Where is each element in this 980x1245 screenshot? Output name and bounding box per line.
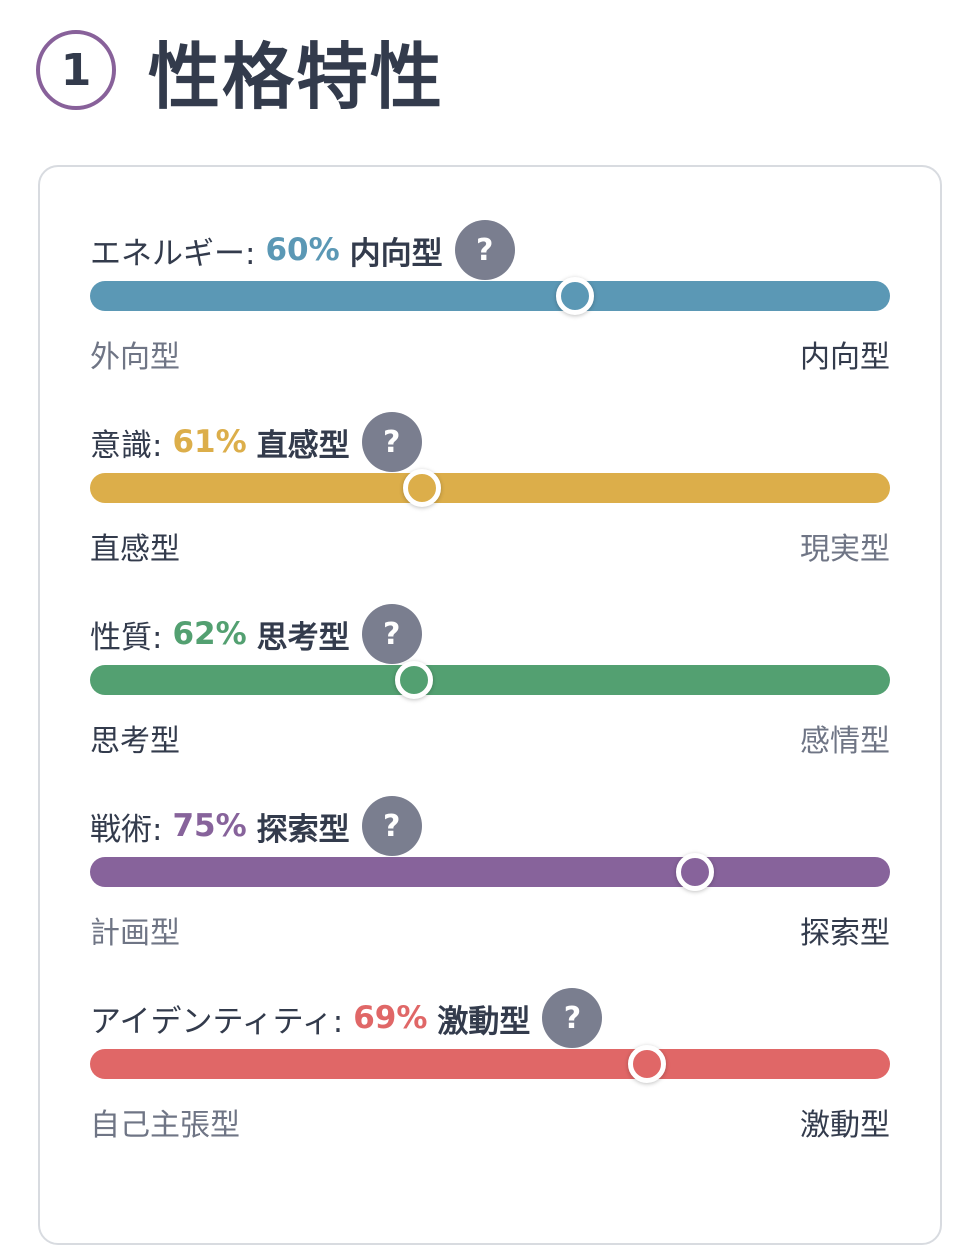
trait-slider-track[interactable] (90, 661, 890, 699)
help-icon[interactable]: ? (542, 988, 603, 1048)
trait-right-label: 内向型 (800, 340, 890, 375)
trait-header: 性質: 62% 思考型 ? (90, 604, 422, 664)
trait-percent: 62% (172, 616, 247, 652)
help-icon[interactable]: ? (361, 412, 422, 472)
trait-slider-track[interactable] (90, 469, 890, 507)
trait-slider-thumb[interactable] (395, 661, 433, 699)
section-title: 性格特性 (148, 34, 445, 119)
help-icon[interactable]: ? (361, 796, 422, 856)
trait-slider-thumb[interactable] (627, 1045, 666, 1083)
trait-right-label: 感情型 (800, 724, 890, 759)
trait-name: エネルギー: (90, 235, 256, 272)
help-icon[interactable]: ? (454, 220, 515, 280)
trait-right-label: 探索型 (800, 916, 890, 951)
help-icon[interactable]: ? (361, 604, 422, 664)
trait-slider-thumb[interactable] (403, 469, 441, 507)
trait-left-label: 外向型 (90, 340, 180, 375)
trait-slider-track[interactable] (90, 277, 890, 315)
trait-nature: 性質: 62% 思考型 ? 思考型 感情型 (90, 604, 890, 766)
trait-energy: エネルギー: 60% 内向型 ? 外向型 内向型 (90, 220, 890, 382)
trait-percent: 60% (265, 232, 340, 268)
trait-tactics: 戦術: 75% 探索型 ? 計画型 探索型 (90, 796, 890, 958)
trait-type: 思考型 (256, 619, 350, 656)
trait-type: 直感型 (256, 427, 350, 464)
trait-slider-thumb[interactable] (555, 277, 594, 315)
trait-name: 意識: (90, 427, 163, 464)
trait-left-label: 自己主張型 (90, 1108, 240, 1143)
trait-type: 内向型 (349, 235, 443, 272)
trait-right-label: 現実型 (800, 532, 890, 567)
trait-percent: 69% (353, 1000, 428, 1036)
trait-name: 性質: (90, 619, 163, 656)
trait-type: 探索型 (256, 811, 350, 848)
trait-percent: 75% (172, 808, 247, 844)
trait-mind: 意識: 61% 直感型 ? 直感型 現実型 (90, 412, 890, 574)
section-header: 1 性格特性 (36, 22, 444, 119)
trait-right-label: 激動型 (800, 1108, 890, 1143)
trait-header: 意識: 61% 直感型 ? (90, 412, 422, 472)
trait-header: アイデンティティ: 69% 激動型 ? (90, 988, 603, 1048)
trait-left-label: 直感型 (90, 532, 180, 567)
trait-slider-track[interactable] (90, 1045, 890, 1083)
trait-slider-track[interactable] (90, 853, 890, 891)
trait-slider-thumb[interactable] (675, 853, 714, 891)
trait-type: 激動型 (437, 1003, 531, 1040)
trait-header: 戦術: 75% 探索型 ? (90, 796, 422, 856)
trait-name: 戦術: (90, 811, 163, 848)
trait-percent: 61% (172, 424, 247, 460)
trait-name: アイデンティティ: (90, 1003, 344, 1040)
trait-header: エネルギー: 60% 内向型 ? (90, 220, 515, 280)
trait-left-label: 計画型 (90, 916, 180, 951)
section-number-badge: 1 (36, 30, 116, 110)
trait-left-label: 思考型 (90, 724, 180, 759)
trait-identity: アイデンティティ: 69% 激動型 ? 自己主張型 激動型 (90, 988, 890, 1150)
